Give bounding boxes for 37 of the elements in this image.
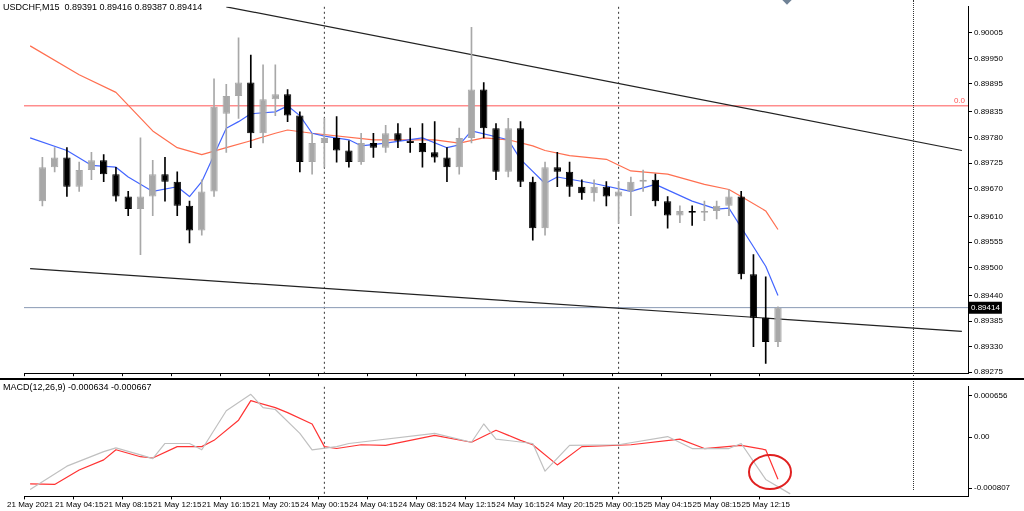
y-tick-label: 0.89440 bbox=[974, 290, 1004, 300]
x-tick-label: 21 May 2021 bbox=[7, 500, 54, 510]
x-tick-label: 24 May 12:15 bbox=[447, 500, 497, 510]
x-tick-label: 24 May 16:15 bbox=[496, 500, 546, 510]
y-tick-label: 0.89385 bbox=[974, 316, 1004, 326]
annotation: 0.0 bbox=[953, 96, 966, 106]
x-tick-label: 21 May 20:15 bbox=[251, 500, 301, 510]
y-tick-label: 0.89670 bbox=[974, 183, 1004, 193]
x-tick-label: 25 May 00:15 bbox=[594, 500, 644, 510]
chart-title: MACD(12,26,9) -0.000634 -0.000667 bbox=[3, 382, 152, 392]
x-tick-label: 24 May 04:15 bbox=[349, 500, 399, 510]
y-tick-label: 0.89330 bbox=[974, 341, 1004, 351]
x-tick-label: 24 May 20:15 bbox=[545, 500, 595, 510]
y-tick-label: 0.89950 bbox=[974, 53, 1004, 63]
x-tick-label: 25 May 12:15 bbox=[741, 500, 791, 510]
x-tick-label: 21 May 08:15 bbox=[103, 500, 153, 510]
y-tick-label: 0.89275 bbox=[974, 367, 1004, 377]
x-tick-label: 25 May 04:15 bbox=[643, 500, 693, 510]
y-tick-label: 0.89610 bbox=[974, 211, 1004, 221]
y-tick-label: 0.89835 bbox=[974, 107, 1004, 117]
x-tick-label: 24 May 00:15 bbox=[300, 500, 350, 510]
y-tick-label: 0.89895 bbox=[974, 79, 1004, 89]
x-tick-label: 24 May 08:15 bbox=[398, 500, 448, 510]
y-tick-label: 0.89500 bbox=[974, 262, 1004, 272]
y-tick-label: 0.89725 bbox=[974, 158, 1004, 168]
x-tick-label: 25 May 08:15 bbox=[692, 500, 742, 510]
x-tick-label: 21 May 04:15 bbox=[54, 500, 104, 510]
chart-title: USDCHF,M15 0.89391 0.89416 0.89387 0.89414 bbox=[3, 2, 203, 12]
ref-line-label: 0.89414 bbox=[971, 302, 1001, 312]
x-tick-label: 21 May 16:15 bbox=[202, 500, 252, 510]
y-tick-label: 0.000656 bbox=[974, 391, 1008, 401]
y-tick-label: 0.89780 bbox=[974, 132, 1004, 142]
y-tick-label: 0.00 bbox=[974, 432, 991, 442]
y-tick-label: 0.89555 bbox=[974, 237, 1004, 247]
y-tick-label: 0.90005 bbox=[974, 28, 1004, 38]
y-tick-label: -0.000807 bbox=[974, 483, 1011, 493]
x-tick-label: 21 May 12:15 bbox=[153, 500, 203, 510]
